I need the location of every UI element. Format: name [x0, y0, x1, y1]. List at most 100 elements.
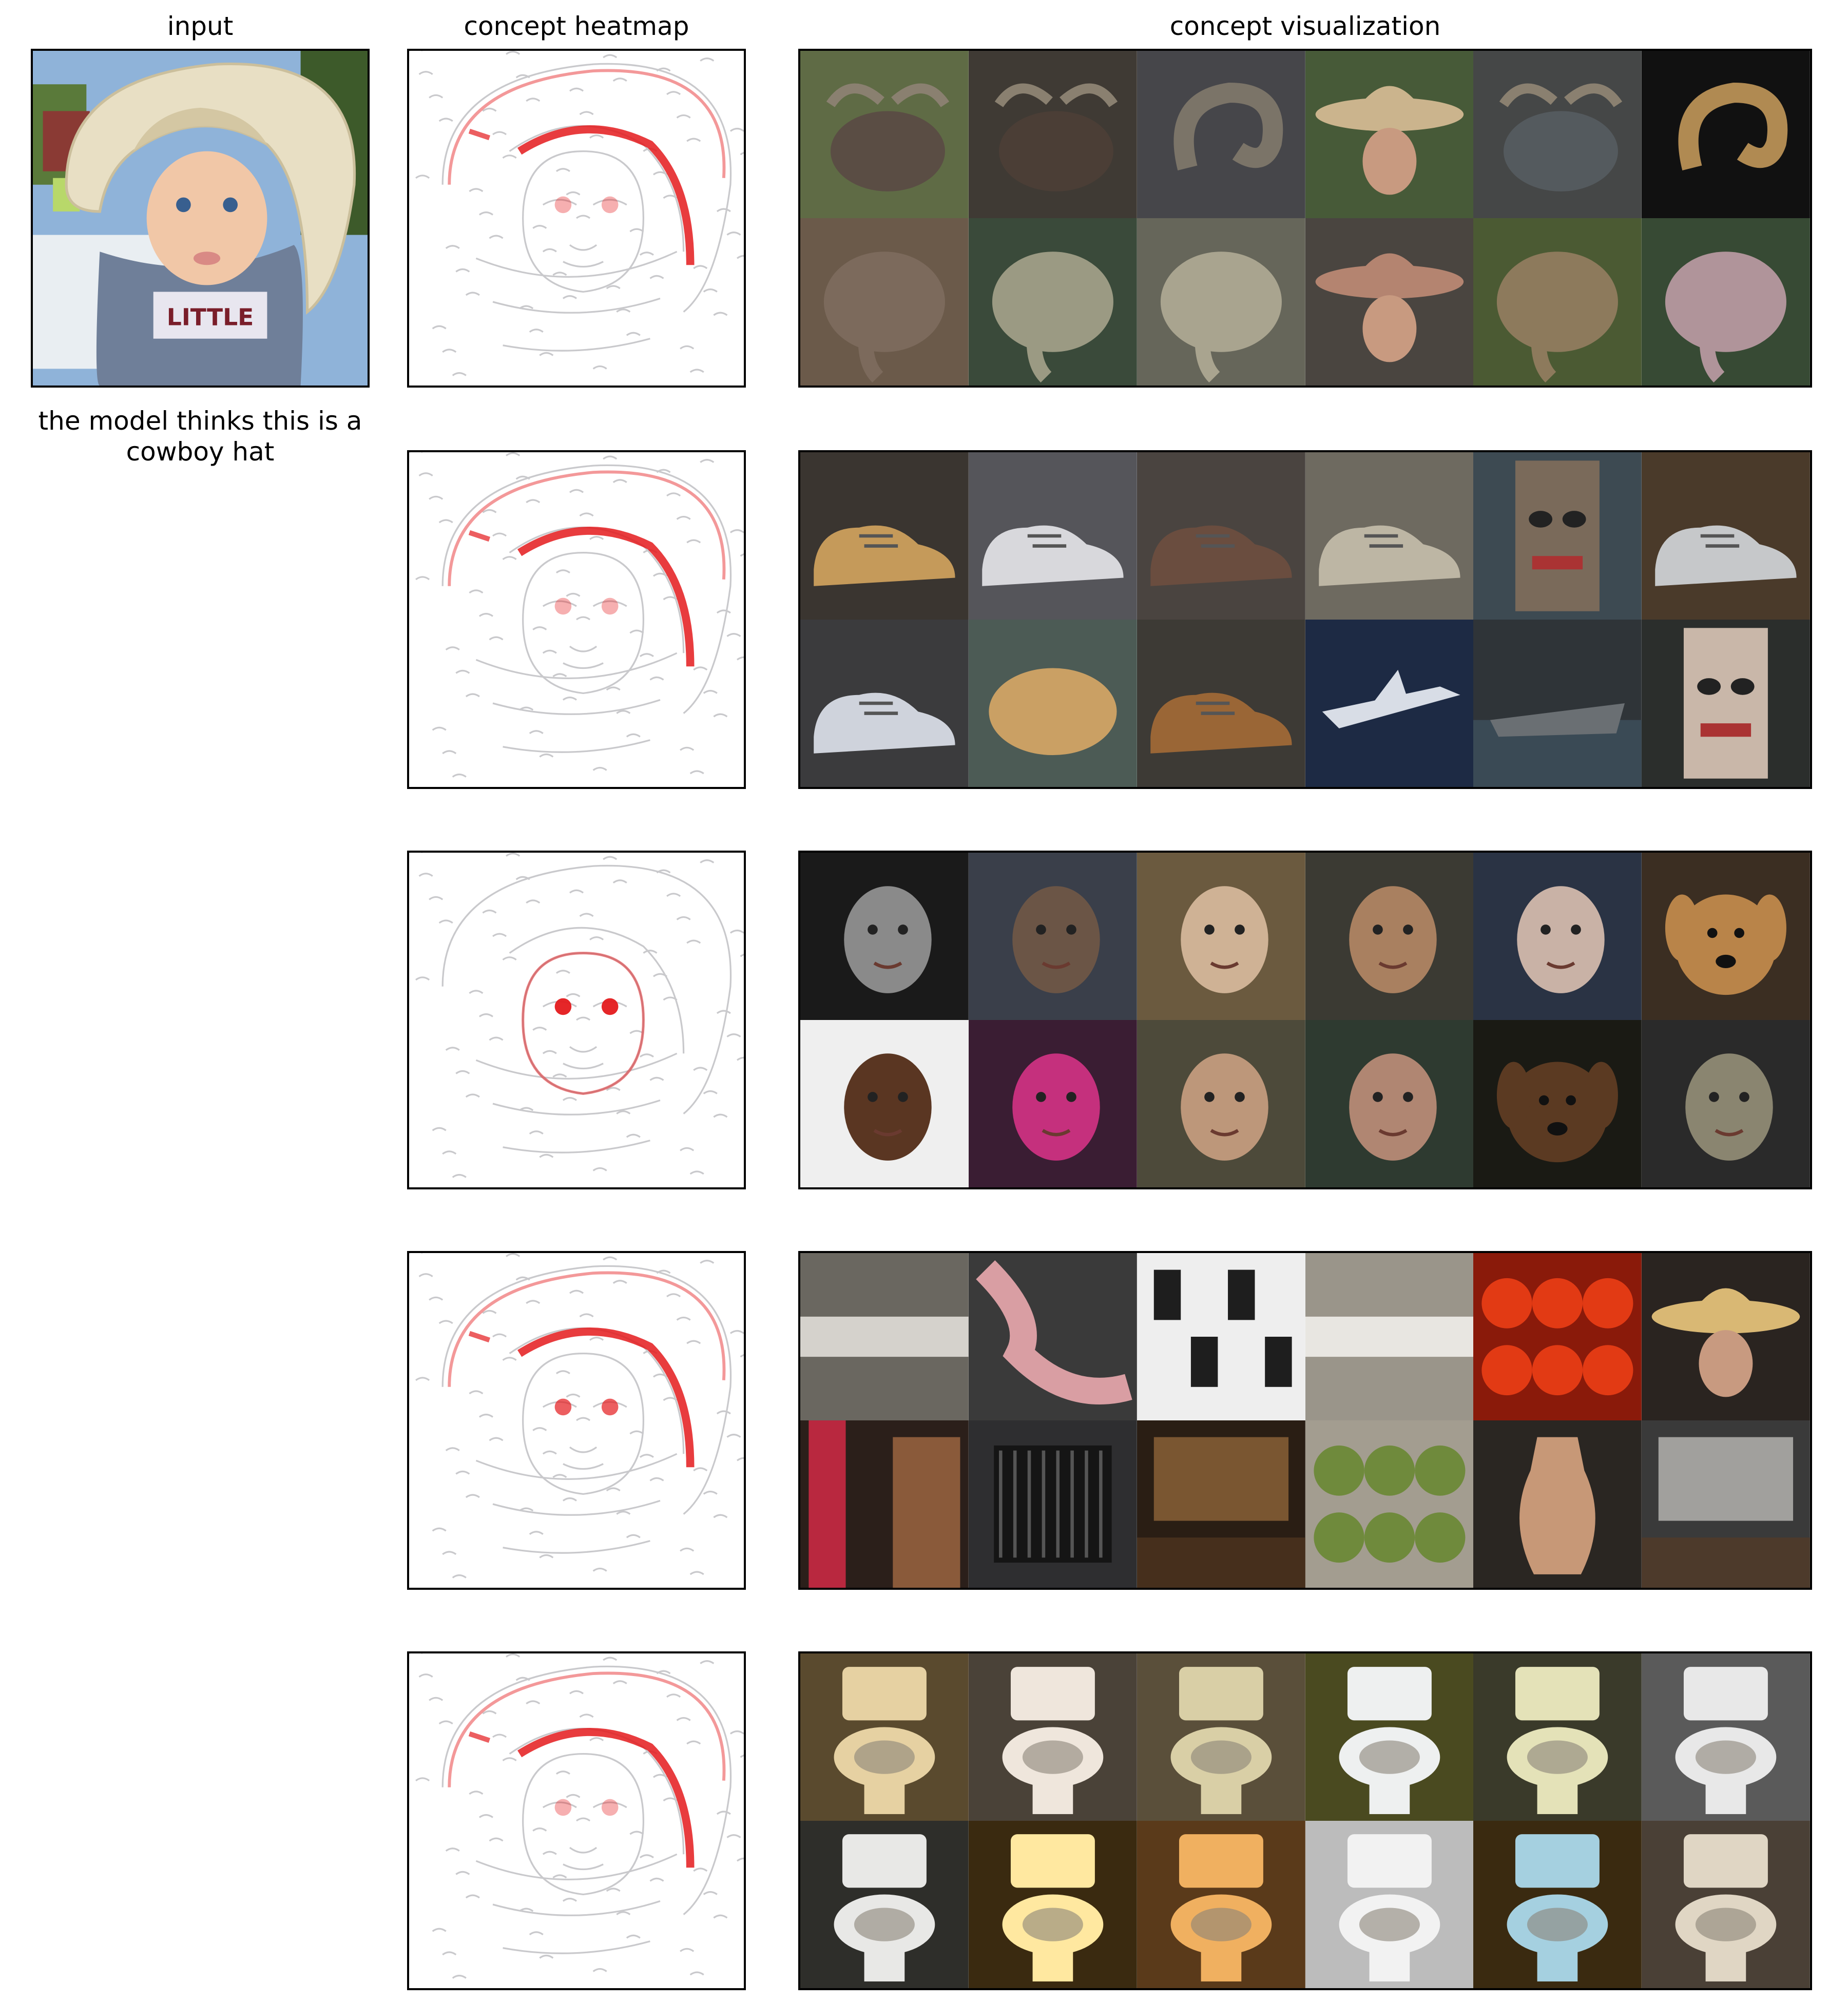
toilet-icon: [968, 1653, 1137, 1821]
concept-tile: [1137, 1821, 1305, 1988]
svg-text:LITTLE: LITTLE: [167, 304, 254, 331]
heatmap-overlay-icon: [409, 1253, 744, 1578]
concept-visualization-grid: [798, 450, 1812, 789]
concept-tile: [1305, 1253, 1474, 1420]
concept-tile: [968, 1653, 1137, 1821]
toilet-icon: [800, 1821, 969, 1988]
dog-icon: [1642, 853, 1810, 1020]
column-title-input: input: [167, 11, 234, 41]
concept-tile: [1137, 1253, 1305, 1420]
shoe-icon: [1642, 452, 1810, 620]
shoe-icon: [800, 620, 969, 787]
face-icon: [1473, 853, 1642, 1020]
concept-tile: [1305, 853, 1474, 1020]
concept-visualization-grid: [798, 1251, 1812, 1590]
concept-heatmap: [407, 450, 746, 789]
face-icon: [800, 1020, 969, 1187]
concept-tile: [1642, 1253, 1810, 1420]
heatmap-overlay-icon: [409, 1653, 744, 1979]
bread-icon: [968, 620, 1137, 787]
concept-tile: [1137, 51, 1305, 218]
concept-heatmap: [407, 851, 746, 1189]
buffalo-icon: [968, 51, 1137, 218]
elephant-icon: [1642, 218, 1810, 386]
concept-tile: [800, 1253, 969, 1420]
plane-icon: [1305, 620, 1474, 787]
toilet-icon: [968, 1821, 1137, 1988]
pipe-icon: [800, 1253, 969, 1420]
door-icon: [800, 1420, 969, 1588]
face-icon: [968, 853, 1137, 1020]
concept-tile: [968, 853, 1137, 1020]
toilet-icon: [1305, 1821, 1474, 1988]
concept-tile: [1137, 452, 1305, 620]
prediction-caption: the model thinks this is a cowboy hat: [38, 406, 362, 467]
concept-tile: [1473, 620, 1642, 787]
buffalo-icon: [800, 51, 969, 218]
concept-tile: [800, 452, 969, 620]
concept-tile: [1305, 51, 1474, 218]
horn-icon: [1137, 51, 1305, 218]
concept-tile: [800, 1821, 969, 1988]
concept-visualization-grid: [798, 1651, 1812, 1990]
shoe-icon: [1137, 620, 1305, 787]
heatmap-overlay-icon: [409, 51, 744, 376]
concept-tile: [1305, 620, 1474, 787]
concept-tile: [968, 218, 1137, 386]
concept-tile: [1305, 1020, 1474, 1187]
horn-icon: [1642, 51, 1810, 218]
concept-tile: [968, 1821, 1137, 1988]
room-icon: [1137, 1420, 1305, 1588]
face-icon: [1305, 853, 1474, 1020]
concept-tile: [1642, 452, 1810, 620]
concept-tile: [1642, 620, 1810, 787]
column-title-heatmap: concept heatmap: [464, 11, 689, 41]
toilet-icon: [1137, 1821, 1305, 1988]
face-icon: [1137, 1020, 1305, 1187]
face-icon: [1305, 1020, 1474, 1187]
shoe-icon: [1305, 452, 1474, 620]
concept-tile: [1305, 1821, 1474, 1988]
concept-tile: [1473, 1653, 1642, 1821]
column-title-visualization: concept visualization: [1169, 11, 1441, 41]
toilet-icon: [1642, 1821, 1810, 1988]
concept-tile: [1137, 1653, 1305, 1821]
concept-tile: [968, 620, 1137, 787]
concept-tile: [1137, 1420, 1305, 1588]
heatmap-overlay-icon: [409, 452, 744, 778]
concept-tile: [1473, 1821, 1642, 1988]
fruit-icon: [1473, 1253, 1642, 1420]
baby-photo-icon: LITTLE: [33, 51, 368, 386]
concept-tile: [1473, 452, 1642, 620]
concept-tile: [968, 51, 1137, 218]
concept-tile: [1305, 218, 1474, 386]
concept-tile: [800, 218, 969, 386]
toilet-icon: [1305, 1653, 1474, 1821]
concept-tile: [968, 1420, 1137, 1588]
elephant-icon: [1473, 218, 1642, 386]
totem-icon: [1473, 452, 1642, 620]
face-icon: [800, 853, 969, 1020]
ribbon-icon: [968, 1253, 1137, 1420]
face-icon: [1137, 853, 1305, 1020]
concept-tile: [1642, 1420, 1810, 1588]
concept-tile: [1642, 1821, 1810, 1988]
hat-icon: [1305, 218, 1474, 386]
concept-tile: [1642, 218, 1810, 386]
concept-tile: [800, 51, 969, 218]
concept-tile: [1473, 1420, 1642, 1588]
concept-tile: [1137, 853, 1305, 1020]
concept-tile: [1473, 1020, 1642, 1187]
toilet-icon: [1642, 1653, 1810, 1821]
concept-tile: [1137, 218, 1305, 386]
concept-tile: [968, 452, 1137, 620]
heatmap-overlay-icon: [409, 853, 744, 1178]
toilet-icon: [1473, 1653, 1642, 1821]
pipe-icon: [1305, 1253, 1474, 1420]
toilet-icon: [1473, 1821, 1642, 1988]
concept-tile: [1473, 51, 1642, 218]
concept-heatmap: [407, 1651, 746, 1990]
room-icon: [1642, 1420, 1810, 1588]
concept-heatmap: [407, 49, 746, 388]
shoe-icon: [968, 452, 1137, 620]
